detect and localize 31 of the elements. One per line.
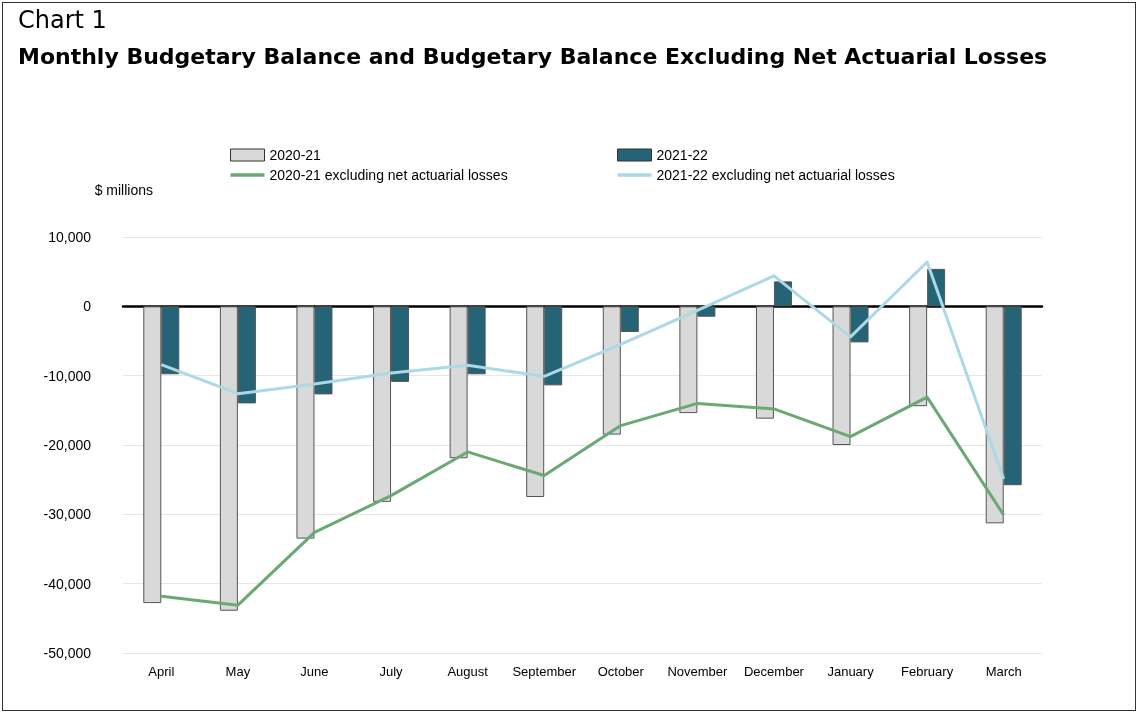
chart-subtitle: Chart 1 — [18, 6, 107, 34]
y-tick-label: 0 — [83, 298, 92, 315]
legend-label: 2021-22 excluding net actuarial losses — [656, 167, 895, 183]
y-tick-label: -40,000 — [43, 575, 92, 592]
bar — [773, 281, 792, 307]
chart-title: Monthly Budgetary Balance and Budgetary Balance Excluding Net Actuarial Losses — [18, 44, 1048, 69]
x-tick-label: January — [827, 664, 875, 679]
x-tick-label: September — [512, 664, 577, 679]
legend-label: 2020-21 excluding net actuarial losses — [269, 167, 508, 183]
x-tick-label: August — [447, 664, 489, 679]
x-tick-label: July — [379, 664, 404, 679]
legend-label: 2020-21 — [269, 147, 322, 163]
line-series — [159, 395, 1006, 607]
y-tick-label: -20,000 — [43, 437, 92, 453]
x-tick-label: May — [225, 664, 251, 679]
y-tick-label: -50,000 — [43, 645, 92, 661]
x-tick-label: March — [985, 664, 1022, 679]
legend-label: 2021-22 — [656, 147, 709, 163]
bar — [755, 306, 774, 419]
y-tick-label: -10,000 — [43, 367, 92, 384]
x-tick-label: April — [148, 664, 175, 679]
y-tick-label: -30,000 — [43, 506, 92, 523]
x-tick-label: February — [901, 664, 954, 679]
x-tick-label: December — [743, 664, 805, 679]
bar — [909, 306, 928, 407]
line-series — [159, 260, 1006, 481]
x-tick-label: June — [300, 664, 329, 679]
x-tick-label: October — [597, 664, 645, 679]
x-tick-label: November — [667, 664, 729, 679]
y-tick-label: 10,000 — [48, 229, 92, 245]
y-axis-title: $ millions — [94, 182, 153, 198]
